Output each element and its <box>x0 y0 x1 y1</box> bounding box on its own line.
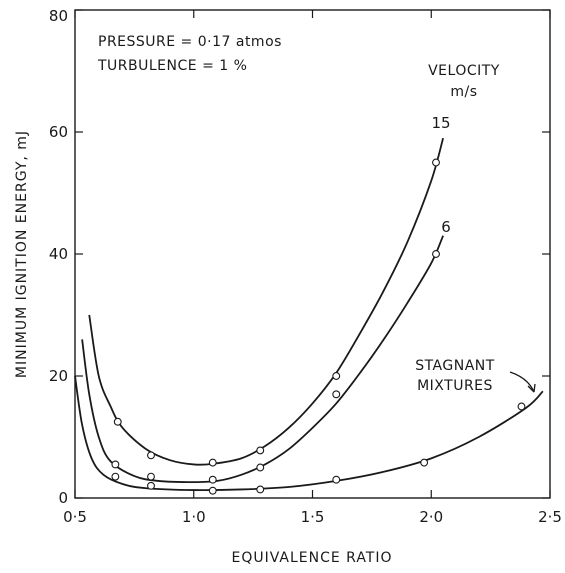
data-points <box>111 158 526 495</box>
data-point <box>332 475 341 484</box>
y-tick-label: 40 <box>49 245 68 263</box>
y-tick-label: 0 <box>58 489 68 507</box>
data-point <box>256 463 265 472</box>
data-point <box>332 390 341 399</box>
data-point <box>147 451 155 460</box>
series-label-stagnant: STAGNANT <box>415 358 495 374</box>
stagnant-leader-arrow <box>527 383 536 393</box>
x-tick-label: 1·0 <box>182 508 206 526</box>
x-axis-title: EQUIVALENCE RATIO <box>231 550 392 566</box>
data-point <box>420 458 429 467</box>
data-point <box>256 485 265 494</box>
y-tick-label: 60 <box>49 123 68 141</box>
data-point <box>517 402 526 411</box>
data-point <box>332 372 341 380</box>
series-curves <box>74 137 544 492</box>
turbulence-annotation: TURBULENCE = 1 % <box>97 58 247 74</box>
data-point <box>111 460 120 469</box>
series-label-mixtures: MIXTURES <box>417 378 493 394</box>
y-tick-label: 80 <box>49 7 68 25</box>
x-tick-label: 2·5 <box>538 508 562 526</box>
series-label-6: 6 <box>441 218 451 236</box>
data-point <box>208 458 217 467</box>
series-label-15: 15 <box>431 114 450 132</box>
y-tick-label: 20 <box>49 367 68 385</box>
series-line-2 <box>74 375 544 492</box>
data-point <box>256 446 265 455</box>
data-point <box>147 472 155 481</box>
legend-title-units: m/s <box>450 84 477 100</box>
axis-ticks <box>74 9 551 499</box>
x-tick-label: 2·0 <box>419 508 443 526</box>
data-point <box>113 417 122 426</box>
data-point <box>147 481 155 490</box>
x-tick-label: 1·5 <box>301 508 325 526</box>
series-line-1 <box>81 235 444 484</box>
x-tick-label: 0·5 <box>63 508 87 526</box>
series-line-0 <box>88 137 444 466</box>
y-axis-title: MINIMUM IGNITION ENERGY, mJ <box>14 130 30 378</box>
data-point <box>432 250 440 258</box>
data-point <box>208 475 217 484</box>
stagnant-leader-line <box>509 371 535 393</box>
data-point <box>432 158 440 167</box>
pressure-annotation: PRESSURE = 0·17 atmos <box>98 34 282 50</box>
tick-labels: 0·5 1·0 1·5 2·0 2·5 0 20 40 60 80 <box>49 7 562 526</box>
data-point <box>208 486 217 495</box>
data-point <box>111 472 120 481</box>
legend-title-velocity: VELOCITY <box>428 63 500 79</box>
plot-frame <box>74 9 551 499</box>
